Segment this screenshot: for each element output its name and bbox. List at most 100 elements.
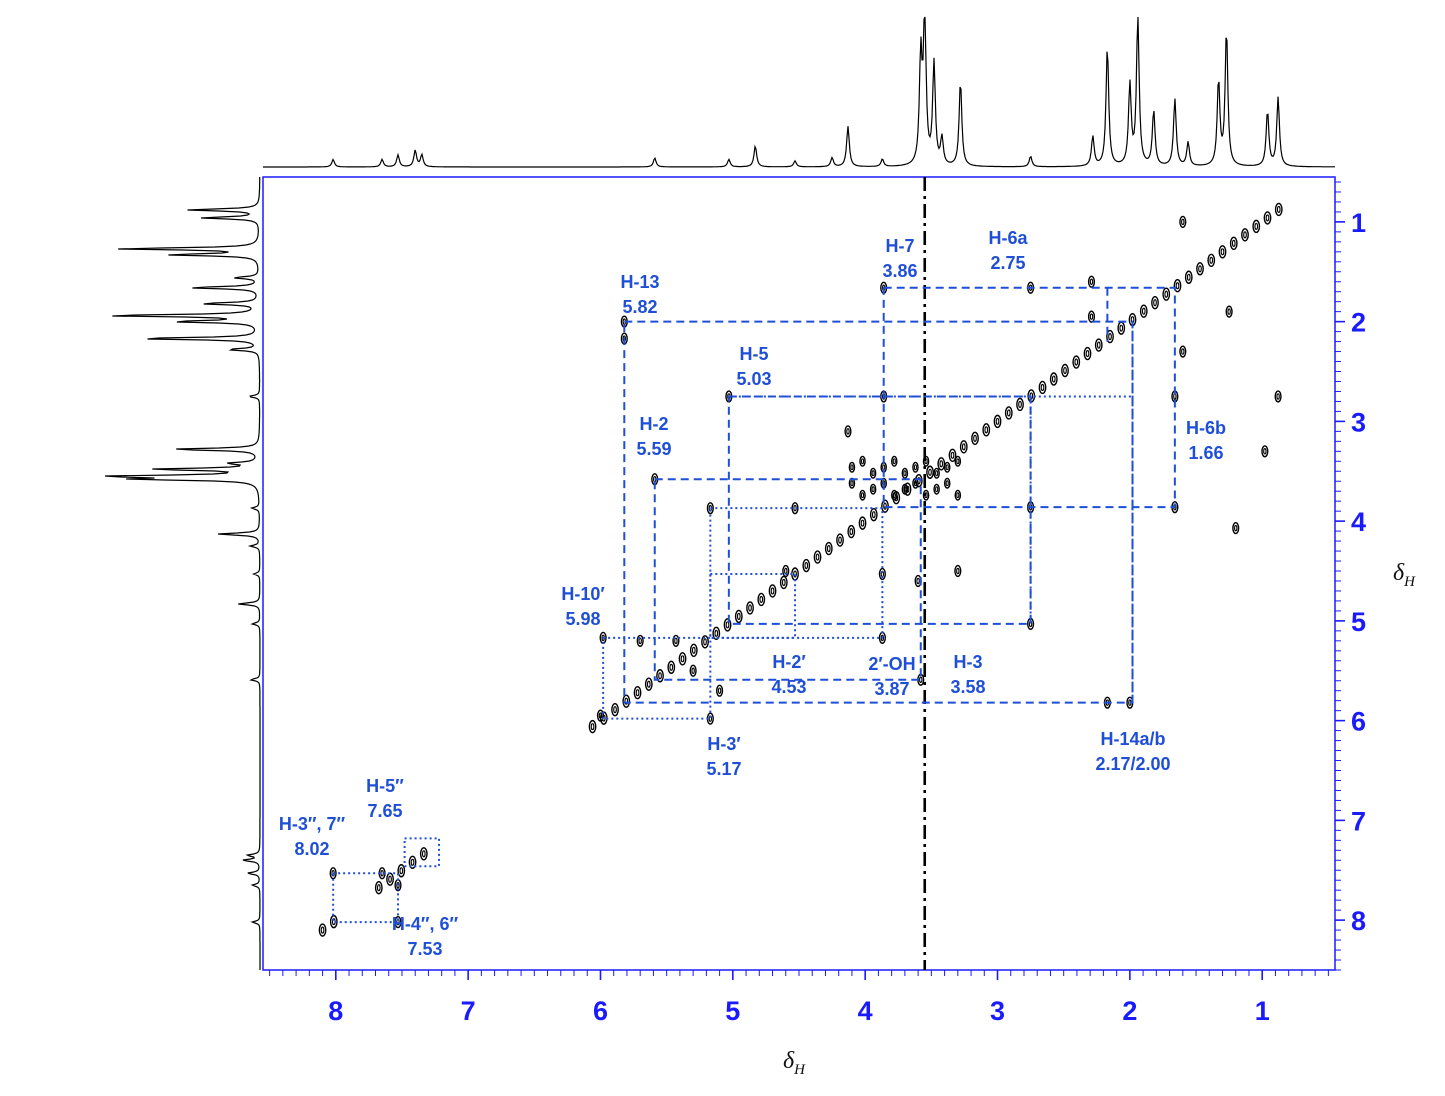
y-tick-label: 4: [1351, 507, 1366, 537]
cluster-peak: [922, 455, 930, 467]
diagonal-peak: [644, 677, 653, 691]
diagonal-peak: [656, 669, 664, 683]
dotted-correlation-box: [602, 636, 712, 720]
diagonal-peak-inner: [804, 561, 809, 570]
cluster-peak-inner: [913, 480, 918, 487]
diagonal-peak-inner: [1006, 409, 1011, 417]
diagonal-peak-inner: [984, 426, 989, 434]
cross-peak-inner: [784, 567, 788, 575]
diagonal-peak: [813, 550, 822, 564]
y-tick-label: 6: [1351, 707, 1366, 737]
diagonal-peak-inner: [1186, 273, 1191, 281]
y-axis-title: δH: [1393, 560, 1416, 590]
diagonal-peak: [993, 414, 1002, 429]
diagonal-peak-inner: [1220, 248, 1225, 256]
cluster-peak: [859, 489, 866, 501]
cluster-peak-inner: [903, 486, 907, 493]
cross-peak-inner: [916, 577, 920, 585]
cross-peak-inner: [691, 667, 695, 675]
cluster-peak: [869, 483, 877, 495]
annotation-h10p-line1: 5.98: [565, 609, 600, 629]
diagonal-peak-inner: [1175, 282, 1180, 290]
dashed-correlation-box: [882, 286, 1176, 509]
diagonal-peak-inner: [1085, 350, 1090, 358]
diagonal-peak: [1252, 219, 1261, 234]
diagonal-peak-inner: [590, 723, 595, 731]
diagonal-peak: [1106, 329, 1114, 344]
annotation-h14-line0: H-14a/b: [1100, 729, 1165, 749]
diagonal-peak: [948, 448, 957, 462]
diagonal-peak-inner: [1141, 307, 1146, 315]
cluster-peak-inner: [913, 464, 918, 471]
diagonal-peak-inner: [658, 672, 662, 680]
cluster-peak-inner: [871, 470, 875, 477]
top-projection-spectrum: [263, 16, 1335, 168]
annotation-h7-line1: 3.86: [882, 261, 917, 281]
diagonal-peak: [1184, 270, 1193, 284]
diagonal-peak: [858, 516, 867, 530]
cluster-peak-inner: [935, 470, 939, 477]
cluster-peak-inner: [850, 464, 854, 471]
cross-peak: [1274, 390, 1282, 403]
diagonal-peak-inner: [928, 468, 932, 476]
cluster-peak: [891, 489, 898, 501]
diagonal-peak: [1162, 287, 1171, 301]
annotation-h2p-line1: 4.53: [771, 677, 806, 697]
diagonal-peak: [397, 864, 406, 878]
annotation-h4pp-line0: H-4″, 6″: [392, 914, 459, 934]
diagonal-peak-inner: [635, 689, 640, 697]
diagonal-peak-inner: [860, 519, 865, 527]
cross-peak-inner: [880, 634, 885, 642]
cluster-peak-inner: [924, 458, 928, 465]
dashed-correlation-box: [623, 320, 1134, 704]
annotation-h3-line0: H-3: [953, 652, 982, 672]
annotation-h14-line1: 2.17/2.00: [1095, 754, 1170, 774]
diagonal-peak-inner: [1108, 333, 1112, 341]
x-tick-label: 1: [1255, 996, 1270, 1026]
cluster-peak-inner: [903, 470, 907, 477]
annotation-h6a-line0: H-6a: [988, 228, 1028, 248]
cross-peak: [636, 634, 644, 647]
diagonal-peak: [1038, 380, 1047, 395]
diagonal-peak-inner: [759, 595, 764, 603]
cross-peak: [1261, 445, 1269, 458]
cluster-peak: [869, 467, 877, 479]
diagonal-peak-inner: [1254, 222, 1259, 230]
y-tick-label: 2: [1351, 308, 1366, 338]
diagonal-peak: [1229, 236, 1238, 251]
diagonal-peak-inner: [1018, 400, 1022, 408]
diagonal-peak: [791, 567, 799, 581]
diagonal-peak-inner: [1040, 383, 1045, 392]
cross-peak: [782, 564, 790, 578]
cluster-peak-inner: [945, 464, 949, 471]
annotation-oh2p-line1: 3.87: [874, 679, 909, 699]
annotation-h2-line1: 5.59: [636, 439, 671, 459]
annotation-h3p-line1: 5.17: [706, 759, 741, 779]
diagonal-peak-inner: [871, 511, 876, 519]
diagonal-peak-inner: [320, 926, 325, 934]
diagonal-peak: [734, 609, 743, 624]
annotation-h6a-line1: 2.75: [990, 253, 1025, 273]
cross-peak-inner: [717, 687, 722, 694]
diagonal-peak-inner: [748, 604, 752, 612]
cross-peak: [1087, 310, 1096, 323]
diagonal-peak-inner: [1153, 299, 1157, 307]
diagonal-peak: [869, 507, 878, 522]
diagonal-peak-inner: [1231, 239, 1236, 247]
diagonal-peak-inner: [725, 621, 730, 629]
diagonal-peak-inner: [1096, 341, 1101, 349]
diagonal-peak-inner: [995, 417, 1000, 425]
diagonal-peak: [1241, 228, 1249, 242]
cross-peak: [329, 867, 337, 880]
diagonal-peak-inner: [376, 884, 381, 892]
cross-peak-inner: [1181, 348, 1185, 355]
cross-peak: [844, 425, 852, 438]
diagonal-peak-inner: [736, 612, 741, 620]
diagonal-peak: [1094, 338, 1103, 352]
cluster-peak-inner: [850, 480, 854, 487]
y-tick-label: 1: [1351, 208, 1366, 238]
annotation-h13-line0: H-13: [620, 272, 659, 292]
diagonal-peak: [1218, 245, 1227, 259]
diagonal-peak-inner: [815, 553, 820, 561]
left-projection-spectrum: [104, 177, 261, 970]
